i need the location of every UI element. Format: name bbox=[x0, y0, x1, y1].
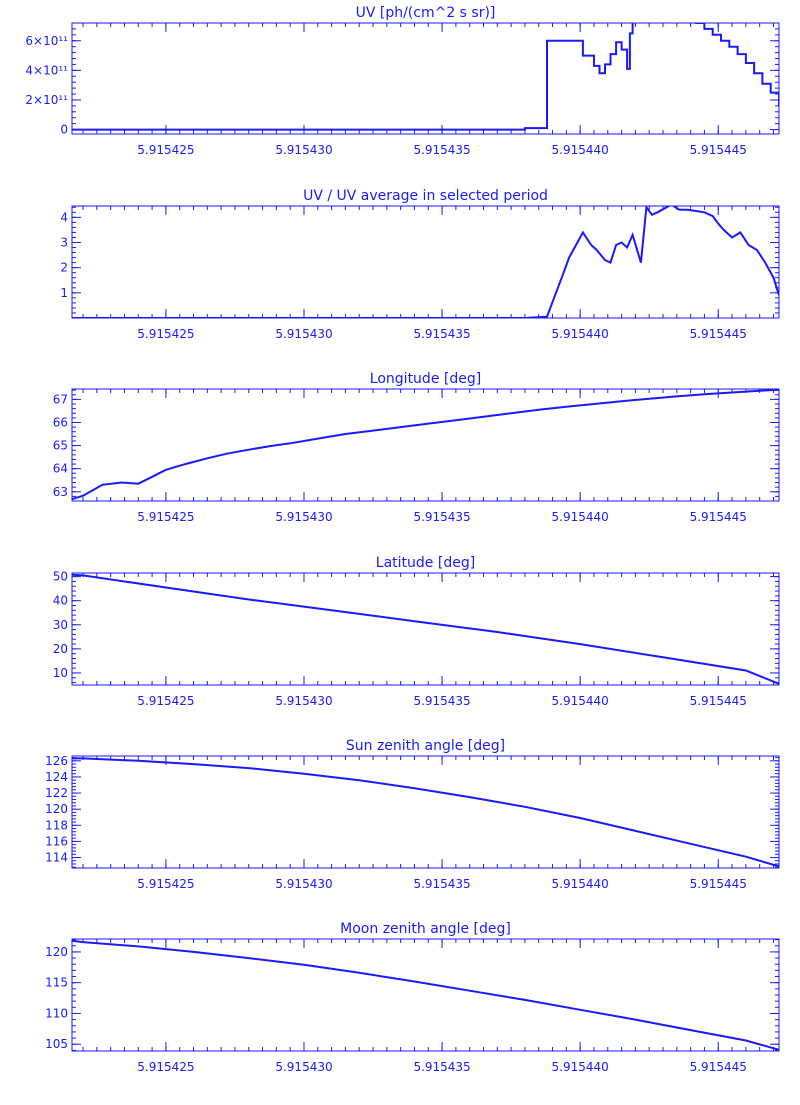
x-tick-label: 5.915430 bbox=[275, 1060, 332, 1074]
x-tick-label: 5.915430 bbox=[275, 510, 332, 524]
y-tick-label: 120 bbox=[45, 802, 68, 816]
panel-title: Sun zenith angle [deg] bbox=[346, 738, 505, 754]
x-tick-label: 5.915425 bbox=[137, 694, 194, 708]
y-tick-label: 3 bbox=[60, 235, 68, 249]
y-tick-label: 110 bbox=[45, 1006, 68, 1020]
x-tick-label: 5.915440 bbox=[552, 1060, 609, 1074]
x-tick-label: 5.915445 bbox=[690, 143, 747, 157]
y-tick-label: 64 bbox=[53, 462, 68, 476]
y-tick-label: 50 bbox=[53, 570, 68, 584]
y-tick-label: 0 bbox=[60, 123, 68, 137]
y-tick-label: 124 bbox=[45, 770, 68, 784]
panel-4: Latitude [deg] 5.915425 5.915430 5.915435 5.… bbox=[53, 555, 780, 708]
y-tick-label: 30 bbox=[53, 618, 68, 632]
x-tick-label: 5.915435 bbox=[413, 510, 470, 524]
y-tick-label: 10 bbox=[53, 666, 68, 680]
x-tick-label: 5.915440 bbox=[552, 510, 609, 524]
series-line bbox=[72, 206, 779, 318]
y-tick-label: 4 bbox=[60, 210, 68, 224]
x-tick-label: 5.915435 bbox=[413, 143, 470, 157]
panel-3: Longitude [deg] 5.915425 5.915430 5.915435 5… bbox=[53, 371, 780, 524]
x-tick-label: 5.915430 bbox=[275, 143, 332, 157]
x-tick-label: 5.915425 bbox=[137, 510, 194, 524]
x-tick-label: 5.915445 bbox=[690, 694, 747, 708]
y-tick-label: 118 bbox=[45, 818, 68, 832]
plot-frame bbox=[71, 572, 780, 686]
panel-6: Moon zenith angle [deg] 5.915425 5.915430 5… bbox=[45, 921, 780, 1074]
x-tick-label: 5.915445 bbox=[690, 877, 747, 891]
y-tick-label: 2 bbox=[60, 261, 68, 275]
panel-1: UV [ph/(cm^2 s sr)] 5.915425 5.915430 5.915… bbox=[25, 5, 780, 157]
x-tick-label: 5.915445 bbox=[690, 1060, 747, 1074]
x-tick-label: 5.915425 bbox=[137, 877, 194, 891]
x-tick-label: 5.915425 bbox=[137, 1060, 194, 1074]
plot-frame bbox=[71, 22, 780, 135]
y-tick-label: 67 bbox=[53, 392, 68, 406]
panel-title: UV [ph/(cm^2 s sr)] bbox=[356, 5, 496, 21]
panel-title: Longitude [deg] bbox=[370, 371, 481, 387]
x-tick-label: 5.915425 bbox=[137, 327, 194, 341]
y-tick-label: 6×10¹¹ bbox=[25, 34, 68, 48]
y-tick-label: 120 bbox=[45, 945, 68, 959]
series-line bbox=[72, 939, 779, 1051]
x-tick-label: 5.915435 bbox=[413, 877, 470, 891]
panel-title: UV / UV average in selected period bbox=[303, 188, 548, 204]
x-tick-label: 5.915435 bbox=[413, 327, 470, 341]
x-tick-label: 5.915430 bbox=[275, 877, 332, 891]
panel-title: Latitude [deg] bbox=[376, 555, 475, 571]
y-tick-label: 114 bbox=[45, 851, 68, 865]
y-tick-label: 4×10¹¹ bbox=[25, 63, 68, 77]
y-tick-label: 126 bbox=[45, 754, 68, 768]
y-tick-label: 63 bbox=[53, 485, 68, 499]
x-tick-label: 5.915445 bbox=[690, 327, 747, 341]
plot-frame bbox=[71, 755, 780, 869]
x-tick-label: 5.915430 bbox=[275, 694, 332, 708]
y-tick-label: 115 bbox=[45, 976, 68, 990]
plot-frame bbox=[71, 205, 780, 319]
plot-frame bbox=[71, 388, 780, 502]
x-tick-label: 5.915445 bbox=[690, 510, 747, 524]
x-tick-label: 5.915440 bbox=[552, 143, 609, 157]
x-tick-label: 5.915440 bbox=[552, 877, 609, 891]
series-line bbox=[72, 23, 779, 131]
y-tick-label: 40 bbox=[53, 594, 68, 608]
x-tick-label: 5.915435 bbox=[413, 1060, 470, 1074]
x-tick-label: 5.915440 bbox=[552, 327, 609, 341]
y-tick-label: 2×10¹¹ bbox=[25, 93, 68, 107]
y-tick-label: 66 bbox=[53, 415, 68, 429]
series-line bbox=[72, 389, 779, 501]
y-tick-label: 105 bbox=[45, 1037, 68, 1051]
x-tick-label: 5.915430 bbox=[275, 327, 332, 341]
y-tick-label: 122 bbox=[45, 786, 68, 800]
series-line bbox=[72, 757, 779, 868]
y-tick-label: 1 bbox=[60, 286, 68, 300]
panel-2: UV / UV average in selected period 5.9154… bbox=[60, 188, 780, 341]
plot-frame bbox=[71, 938, 780, 1052]
series-line bbox=[72, 573, 779, 685]
x-tick-label: 5.915435 bbox=[413, 694, 470, 708]
y-tick-label: 116 bbox=[45, 834, 68, 848]
y-tick-label: 65 bbox=[53, 439, 68, 453]
panel-title: Moon zenith angle [deg] bbox=[340, 921, 511, 937]
y-tick-label: 20 bbox=[53, 642, 68, 656]
x-tick-label: 5.915440 bbox=[552, 694, 609, 708]
panel-5: Sun zenith angle [deg] 5.915425 5.915430 5.… bbox=[45, 738, 780, 891]
x-tick-label: 5.915425 bbox=[137, 143, 194, 157]
